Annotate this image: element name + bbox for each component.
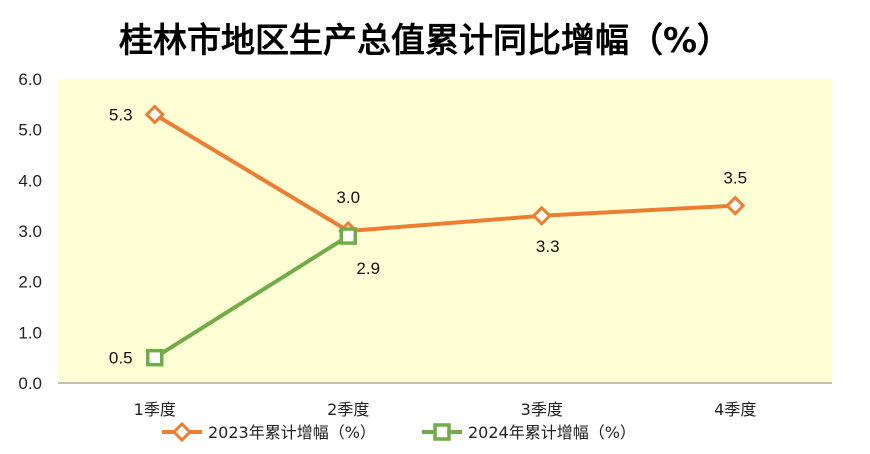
plot-area xyxy=(58,79,832,383)
series-line-1 xyxy=(153,112,736,233)
y-tick-label: 5.0 xyxy=(18,121,42,140)
series-line-2 xyxy=(153,234,350,360)
legend-swatch-marker xyxy=(433,423,451,441)
data-label: 0.5 xyxy=(109,349,133,368)
data-point-marker xyxy=(531,205,552,226)
data-label: 5.3 xyxy=(109,105,133,124)
data-label: 3.3 xyxy=(536,237,560,256)
data-label: 3.0 xyxy=(336,188,360,207)
x-category-label: 3季度 xyxy=(521,400,563,419)
x-category-label: 1季度 xyxy=(134,400,176,419)
y-tick-label: 1.0 xyxy=(18,323,42,342)
x-category-label: 2季度 xyxy=(327,400,369,419)
y-tick-label: 6.0 xyxy=(18,70,42,89)
data-point-marker xyxy=(146,348,164,367)
y-tick-label: 2.0 xyxy=(18,273,42,292)
data-label: 3.5 xyxy=(723,169,747,188)
y-tick-label: 4.0 xyxy=(18,171,42,190)
data-point-marker xyxy=(339,227,357,245)
legend-swatch-marker xyxy=(171,421,193,443)
legend-label: 2024年累计增幅（%） xyxy=(468,423,636,442)
data-point-marker xyxy=(144,104,165,125)
data-point-marker xyxy=(725,195,746,216)
legend-label: 2023年累计增幅（%） xyxy=(208,423,376,442)
y-tick-label: 0.0 xyxy=(18,374,42,393)
data-label: 2.9 xyxy=(356,259,380,278)
y-tick-label: 3.0 xyxy=(18,222,42,241)
x-category-label: 4季度 xyxy=(714,400,756,419)
legend: 2023年累计增幅（%） 2024年累计增幅（%） xyxy=(162,421,636,443)
chart-title: 桂林市地区生产总值累计同比增幅（%） xyxy=(119,21,731,61)
